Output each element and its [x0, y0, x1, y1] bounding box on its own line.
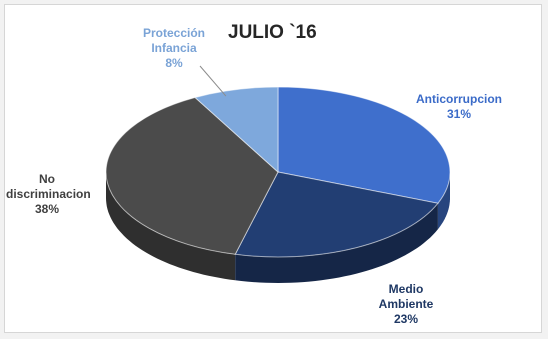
data-label-anticorrupcion-value: 31% [446, 107, 472, 121]
data-label-no-discriminacion-name-1: No [39, 172, 55, 186]
pie-side-anticorrupcion [437, 172, 450, 230]
pie-slice-medio-ambiente [234, 171, 439, 258]
data-label-no-discriminacion: No discriminacion 38% [6, 172, 91, 217]
pie-slice-anticorrupcion [277, 86, 451, 204]
data-label-proteccion-infancia-name-2: Infancia [151, 41, 197, 55]
data-label-proteccion-infancia-name-1: Protección [142, 26, 205, 40]
data-label-medio-ambiente-name-1: Medio [388, 282, 424, 296]
leader-line-proteccion-infancia [199, 65, 227, 97]
data-label-no-discriminacion-name-2: discriminacion [6, 187, 91, 201]
chart-title: JULIO `16 [228, 22, 317, 43]
pie-slice-no-discriminacion [105, 96, 279, 255]
pie-side-medio-ambiente [235, 203, 438, 283]
pie-slice-protección-infancia [194, 86, 279, 174]
pie-side-no-discriminacion [106, 172, 236, 281]
data-label-anticorrupcion: Anticorrupcion 31% [404, 92, 514, 122]
data-label-medio-ambiente: Medio Ambiente 23% [366, 282, 446, 327]
data-label-medio-ambiente-value: 23% [393, 312, 419, 326]
data-label-proteccion-infancia-value: 8% [165, 56, 183, 70]
data-label-medio-ambiente-name-2: Ambiente [378, 297, 434, 311]
data-label-no-discriminacion-value: 38% [34, 202, 60, 216]
data-label-proteccion-infancia: Protección Infancia 8% [122, 26, 226, 71]
data-label-anticorrupcion-name: Anticorrupcion [416, 92, 502, 106]
